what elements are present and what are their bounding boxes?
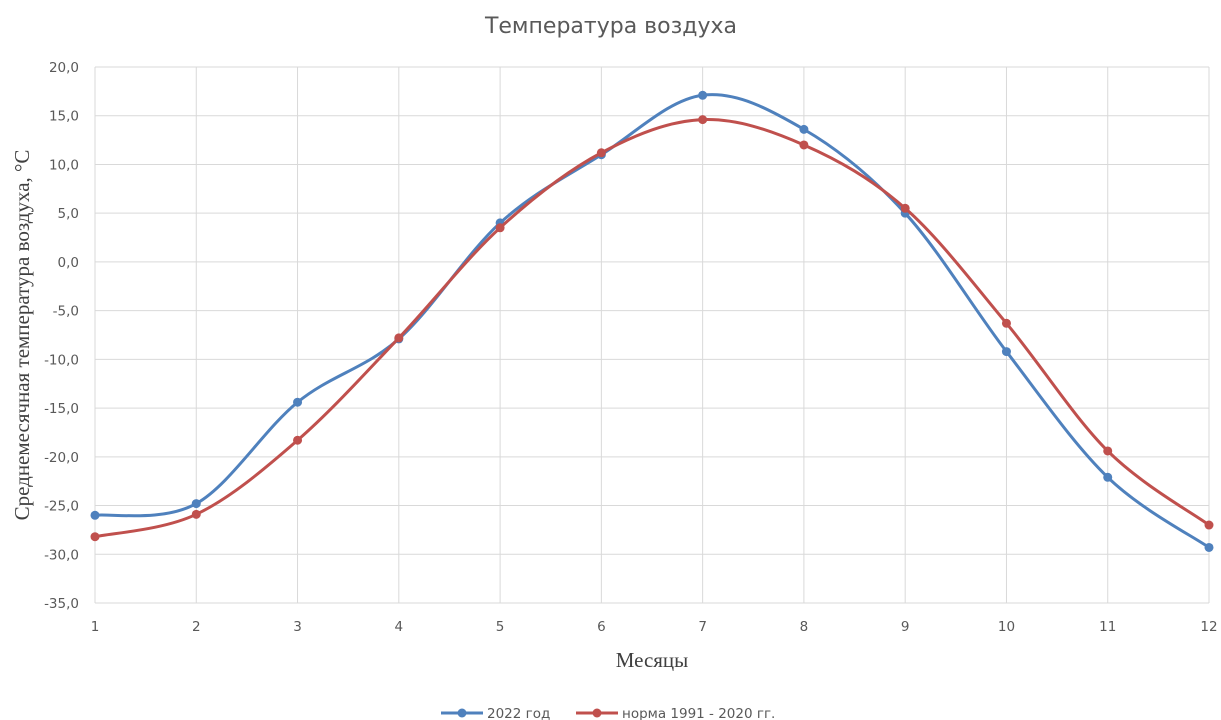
chart-title: Температура воздуха bbox=[484, 14, 737, 39]
y-tick-label: 10,0 bbox=[49, 157, 79, 173]
grid bbox=[94, 66, 1210, 604]
data-point bbox=[900, 203, 910, 213]
data-point bbox=[1001, 318, 1011, 328]
y-tick-label: -10,0 bbox=[44, 352, 79, 368]
data-point bbox=[1204, 542, 1214, 552]
y-axis-title: Среднемесячная температура воздуха, °С bbox=[10, 150, 34, 521]
y-tick-label: -25,0 bbox=[44, 499, 79, 515]
x-axis-ticks: 1 2 3 4 5 6 7 8 9 10 11 12 bbox=[91, 619, 1218, 635]
x-tick-label: 5 bbox=[496, 619, 505, 635]
y-tick-label: 5,0 bbox=[58, 206, 79, 222]
x-tick-label: 3 bbox=[293, 619, 302, 635]
y-tick-label: -20,0 bbox=[44, 450, 79, 466]
legend-label: 2022 год bbox=[487, 706, 550, 720]
data-point bbox=[799, 140, 809, 150]
data-point bbox=[495, 223, 505, 233]
x-tick-label: 9 bbox=[901, 619, 910, 635]
data-point bbox=[293, 435, 303, 445]
legend-label: норма 1991 - 2020 гг. bbox=[622, 706, 775, 720]
series-2 bbox=[90, 115, 1214, 542]
x-tick-label: 11 bbox=[1099, 619, 1116, 635]
x-tick-label: 2 bbox=[192, 619, 201, 635]
y-tick-label: -35,0 bbox=[44, 596, 79, 612]
data-point bbox=[1103, 472, 1113, 482]
y-tick-label: -5,0 bbox=[53, 304, 79, 320]
x-tick-label: 8 bbox=[800, 619, 809, 635]
data-point bbox=[596, 148, 606, 158]
data-point bbox=[1001, 347, 1011, 357]
x-tick-label: 7 bbox=[698, 619, 707, 635]
data-point bbox=[799, 124, 809, 134]
y-tick-label: 15,0 bbox=[49, 109, 79, 125]
legend: 2022 год норма 1991 - 2020 гг. bbox=[441, 706, 775, 720]
data-point bbox=[1103, 446, 1113, 456]
x-tick-label: 10 bbox=[998, 619, 1015, 635]
series-layer bbox=[90, 90, 1214, 552]
data-point bbox=[90, 532, 100, 542]
legend-entry: норма 1991 - 2020 гг. bbox=[576, 706, 775, 720]
legend-entry: 2022 год bbox=[441, 706, 550, 720]
data-point bbox=[698, 90, 708, 100]
y-tick-label: 20,0 bbox=[49, 60, 79, 76]
x-axis-title: Месяцы bbox=[616, 648, 689, 672]
data-point bbox=[1204, 520, 1214, 530]
data-point bbox=[90, 510, 100, 520]
data-point bbox=[698, 115, 708, 125]
y-tick-label: 0,0 bbox=[58, 255, 79, 271]
y-tick-label: -30,0 bbox=[44, 547, 79, 563]
legend-marker bbox=[457, 708, 467, 718]
x-tick-label: 4 bbox=[395, 619, 404, 635]
data-point bbox=[394, 333, 404, 343]
y-tick-label: -15,0 bbox=[44, 401, 79, 417]
series-1 bbox=[90, 90, 1214, 552]
x-tick-label: 12 bbox=[1200, 619, 1217, 635]
x-tick-label: 6 bbox=[597, 619, 606, 635]
data-point bbox=[191, 499, 201, 509]
legend-marker bbox=[592, 708, 602, 718]
data-point bbox=[293, 397, 303, 407]
series-line bbox=[93, 118, 1211, 539]
data-point bbox=[191, 509, 201, 519]
y-axis-ticks: 20,0 15,0 10,0 5,0 0,0 -5,0 -10,0 -15,0 -20,0 -25… bbox=[44, 60, 79, 612]
x-tick-label: 1 bbox=[91, 619, 100, 635]
series-line bbox=[93, 93, 1211, 549]
